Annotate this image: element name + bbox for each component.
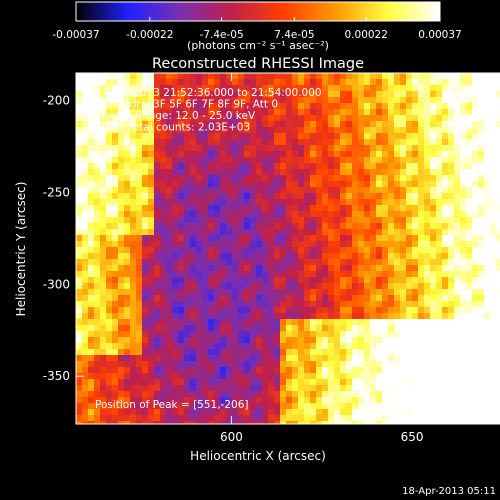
chart-title: Reconstructed RHESSI Image <box>152 56 364 72</box>
colorbar-ticks: -0.00037 -0.00022 -7.4e-05 7.4e-05 0.00022 0.… <box>52 17 462 41</box>
colorbar-frame <box>75 1 441 22</box>
colorbar <box>76 2 440 21</box>
x-tick-label: 600 <box>220 430 243 444</box>
y-axis-label: Heliocentric Y (arcsec) <box>14 182 28 317</box>
annotation-line: Detectors: 3F 5F 6F 7F 8F 9F, Att 0 <box>95 99 278 111</box>
colorbar-units: (photons cm⁻² s⁻¹ asec⁻²) <box>187 39 329 52</box>
axis-ticks: 600650700-200-250-300-350 <box>43 73 424 444</box>
colorbar-tick-label: -0.00037 <box>52 29 99 41</box>
annotation-line: Clean Total counts: 2.03E+03 <box>95 122 250 134</box>
y-tick-label: -250 <box>43 185 70 199</box>
annotation-line: 17-Apr-2013 21:52:36.000 to 21:54:00.000 <box>95 87 322 99</box>
y-tick-label: -200 <box>43 94 70 108</box>
colorbar-tick-label: 7.4e-05 <box>274 29 314 41</box>
heatmap-image <box>76 73 500 424</box>
colorbar-tick-label: -7.4e-05 <box>200 29 244 41</box>
colorbar-tick-label: 0.00037 <box>418 29 461 41</box>
annotation-block: 17-Apr-2013 21:52:36.000 to 21:54:00.000… <box>95 87 322 134</box>
footer-timestamp: 18-Apr-2013 05:11 <box>402 486 496 497</box>
annotation-line: Energy Range: 12.0 - 25.0 keV <box>95 110 256 122</box>
plot-frame <box>75 72 500 425</box>
x-axis-label: Heliocentric X (arcsec) <box>190 449 326 463</box>
y-tick-label: -300 <box>43 277 70 291</box>
colorbar-tick-label: -0.00022 <box>126 29 173 41</box>
x-tick-label: 650 <box>401 430 424 444</box>
peak-position-label: Position of Peak = [551,-206] <box>95 399 249 411</box>
y-tick-label: -350 <box>43 369 70 383</box>
colorbar-tick-label: 0.00022 <box>345 29 388 41</box>
